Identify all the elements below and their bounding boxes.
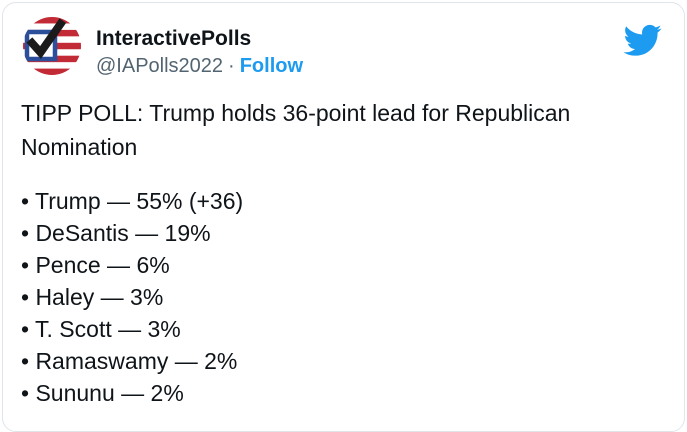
- poll-result-line: • Ramaswamy — 2%: [21, 348, 238, 374]
- follow-button[interactable]: Follow: [239, 55, 304, 77]
- separator-dot: ·: [228, 55, 235, 77]
- poll-result-line: • Pence — 6%: [21, 252, 170, 278]
- twitter-logo-icon[interactable]: [622, 23, 662, 57]
- poll-result-line: • DeSantis — 19%: [21, 220, 211, 246]
- twitter-bird-glyph: [623, 24, 662, 56]
- poll-result-line: • T. Scott — 3%: [21, 316, 181, 342]
- poll-result-line: • Sununu — 2%: [21, 380, 184, 406]
- tweet-body: TIPP POLL: Trump holds 36-point lead for…: [21, 96, 666, 409]
- author-handle[interactable]: @IAPolls2022: [96, 55, 224, 77]
- author-block: InteractivePolls @IAPolls2022 · Follow: [96, 25, 303, 79]
- us-flag-checkbox-icon: [23, 17, 81, 75]
- author-name[interactable]: InteractivePolls: [96, 27, 252, 50]
- avatar[interactable]: [23, 17, 81, 75]
- poll-results-list: • Trump — 55% (+36) • DeSantis — 19% • Pen…: [21, 185, 666, 409]
- tweet-text: TIPP POLL: Trump holds 36-point lead for…: [21, 100, 571, 160]
- poll-result-line: • Haley — 3%: [21, 284, 164, 310]
- poll-result-line: • Trump — 55% (+36): [21, 188, 244, 214]
- handle-row: @IAPolls2022 · Follow: [96, 53, 303, 79]
